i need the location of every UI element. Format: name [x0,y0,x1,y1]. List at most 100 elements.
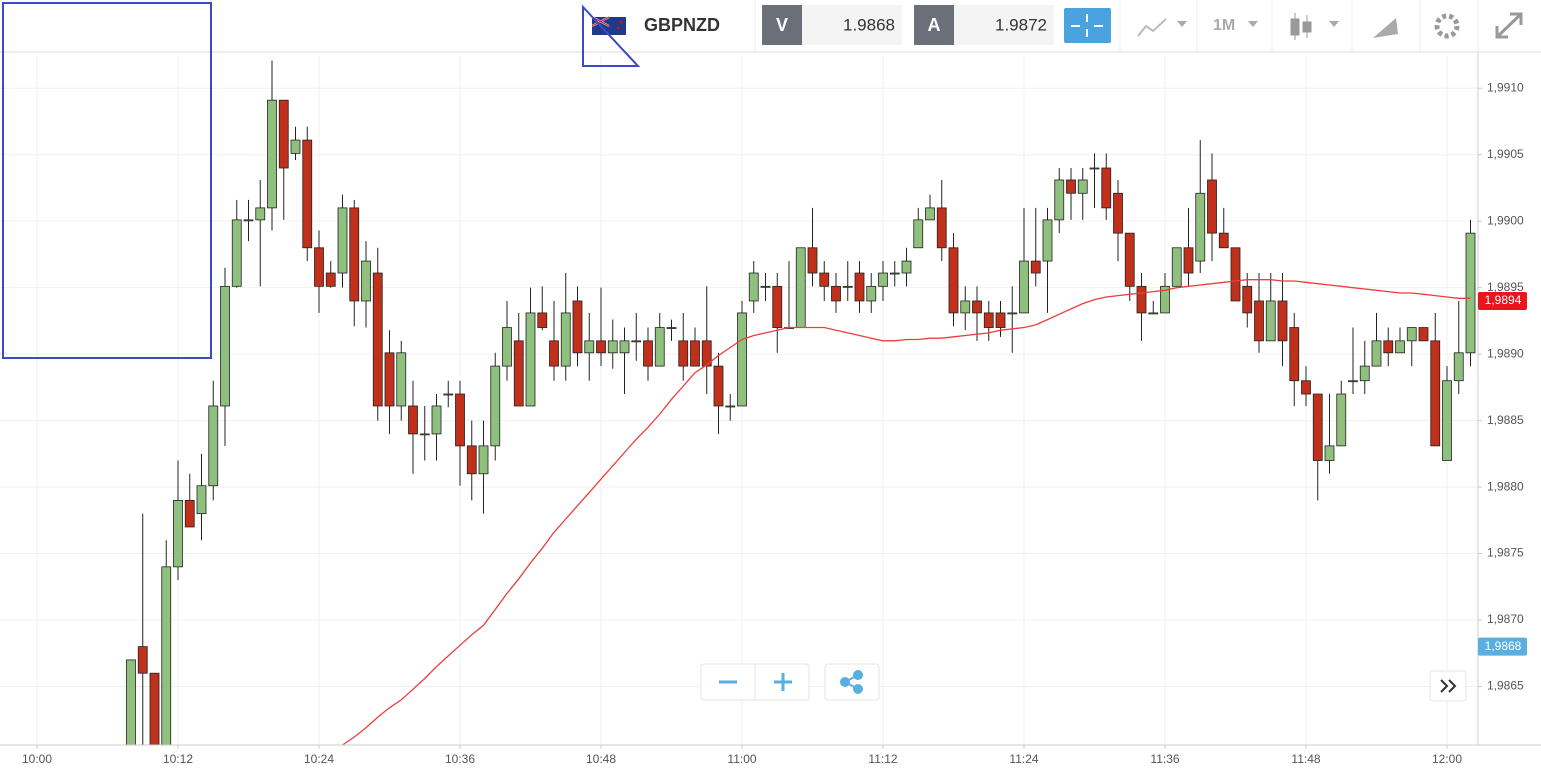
candle-body [948,247,959,314]
candle-body [502,327,512,367]
candle-body [549,340,559,367]
candle-body [819,272,830,287]
candle-body [631,340,642,343]
x-tick-label: 11:12 [868,752,897,766]
candle-body [1207,179,1217,234]
candle-body [1171,247,1182,287]
bid-box[interactable] [802,5,902,45]
y-tick-label: 1,9880 [1487,479,1524,493]
candle-body [666,327,677,329]
ask-box[interactable] [954,5,1054,45]
candle-body [408,405,418,435]
candle-body [278,99,289,169]
candle-body [302,139,313,249]
candle-body [1077,179,1088,194]
candle-body [878,272,888,287]
crosshair-icon [1071,14,1103,37]
x-tick-label: 10:00 [22,752,52,766]
candle-body [431,405,442,435]
draw-icon[interactable] [1373,18,1398,38]
timeframe[interactable]: 1M [1213,17,1235,34]
candle-body [349,207,360,302]
candle-body [795,247,806,328]
x-tick-label: 10:36 [445,752,475,766]
crosshair-button[interactable] [1064,8,1111,43]
candle-body [643,340,653,367]
x-tick-label: 10:12 [163,752,193,766]
candle-body [1089,167,1100,170]
candle-body [748,272,759,302]
candle-body [690,340,700,367]
y-tick-label: 1,9905 [1487,147,1524,161]
x-tick-label: 10:48 [586,752,616,766]
candle-body [220,285,230,407]
candle-body [1289,327,1300,382]
candle-body [1359,365,1370,382]
share-button[interactable] [824,663,880,701]
candle-body [490,365,501,447]
candle-body [807,247,818,274]
candle-body [243,219,254,222]
candle-body [983,312,994,328]
candle-body [1030,260,1041,274]
ask-tag: A [928,15,941,35]
magnifier-frame [2,2,212,359]
candle-body [1101,167,1112,209]
candle-body [384,352,395,407]
candle-body [1242,285,1253,314]
candle-icon[interactable] [1290,13,1312,40]
candle-body [619,340,630,354]
zoom-in[interactable] [774,673,792,691]
moving-average [342,279,1471,745]
candle-body [1113,192,1123,234]
axes: 1,9865 1,9870 1,9875 1,9880 1,9885 1,9890 1,98… [22,80,1527,766]
scroll-icon [1440,679,1457,693]
candle-body [1054,179,1065,221]
candle-body [173,499,183,568]
candle-body [184,499,195,528]
candle-body [854,272,865,302]
settings-icon[interactable] [1434,13,1460,39]
annotation-triangle [582,4,641,67]
candle-body [1430,340,1441,447]
candle-body [831,285,841,302]
chart-type-icon[interactable] [1137,18,1167,37]
candle-body [960,300,971,314]
x-tick-label: 10:24 [304,752,334,766]
candle-body [995,312,1006,328]
candle-body [1066,179,1076,194]
candle-body [1406,327,1417,342]
candle-body [443,393,454,396]
candle-body [513,340,524,407]
candle-body [1395,340,1405,354]
candle-body [889,272,900,275]
y-tick-label: 1,9875 [1487,546,1524,560]
candle-body [1230,247,1241,302]
candle-body [925,207,935,221]
candle-body [149,672,160,745]
dropdown [1248,21,1258,27]
candle-body [537,312,548,328]
candle-body [455,393,465,447]
candle-body [1218,232,1229,249]
y-tick-label: 1,9910 [1487,80,1524,94]
candle-body [161,566,172,745]
candle-body [361,260,371,302]
candle-body [1254,300,1264,342]
candle-body [713,365,724,407]
x-tick-label: 11:48 [1291,752,1320,766]
price-tag [1478,637,1527,656]
candle-body [231,219,242,287]
flag [591,16,626,35]
candle-body [560,312,571,367]
candle-body [596,340,606,354]
y-tick-label: 1,9885 [1487,413,1524,427]
price-tag [1478,291,1527,310]
candle-body [1136,285,1147,314]
candle-body [1465,232,1476,354]
fullscreen-icon[interactable] [1495,12,1523,39]
candle-body [255,207,266,221]
candle-body [1301,380,1311,395]
